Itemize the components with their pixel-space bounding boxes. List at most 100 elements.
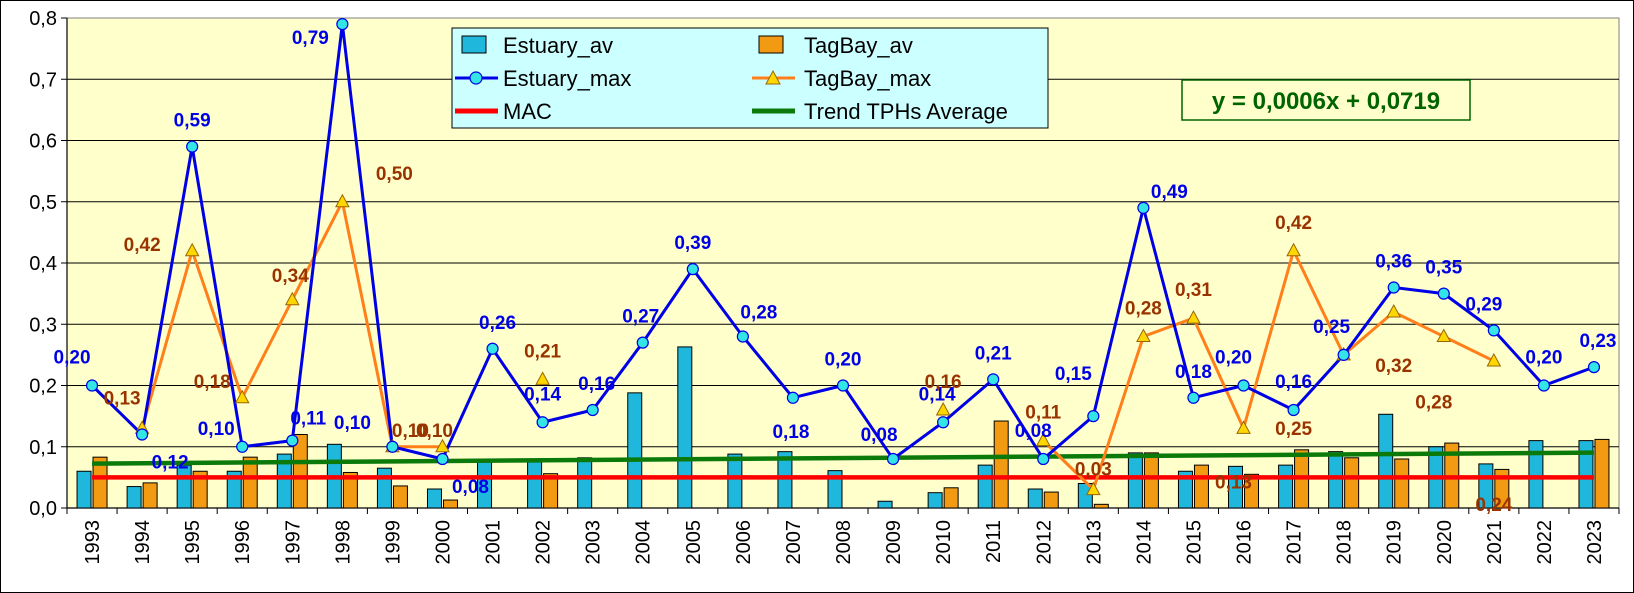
bar-tagbay-av — [392, 485, 408, 509]
estuary-max-marker — [636, 336, 649, 349]
data-label-estuary-max: 0,28 — [740, 303, 777, 324]
estuary-max-marker — [386, 440, 399, 453]
estuary-max-marker — [1287, 403, 1300, 417]
bar-estuary-av — [1528, 440, 1544, 509]
bar-tagbay-av — [192, 470, 208, 509]
data-label-tagbay-max: 0,42 — [124, 235, 161, 256]
data-label-estuary-max: 0,20 — [54, 348, 91, 369]
bar-estuary-av — [777, 451, 793, 509]
estuary-max-marker — [1187, 391, 1200, 404]
x-tick-label: 2010 — [933, 520, 955, 565]
bar-tagbay-av — [1193, 464, 1209, 509]
x-tick-label: 2017 — [1284, 520, 1306, 565]
estuary-max-marker — [1437, 287, 1450, 300]
x-tick-label: 2008 — [833, 520, 855, 565]
y-tick-label: 0,7 — [29, 69, 57, 91]
bar-tagbay-av — [342, 471, 358, 509]
legend-label-tagbay-max: TagBay_max — [804, 66, 931, 91]
data-label-estuary-max: 0,08 — [452, 477, 489, 498]
estuary-max-marker — [1137, 201, 1150, 214]
y-tick-label: 0,6 — [29, 131, 57, 153]
data-label-estuary-max: 0,35 — [1425, 258, 1462, 279]
data-label-tagbay-max: 0,21 — [524, 341, 561, 362]
data-label-estuary-max: 0,12 — [152, 453, 189, 474]
data-label-estuary-max: 0,29 — [1465, 294, 1502, 315]
estuary-max-marker — [686, 263, 699, 276]
legend-label-tagbay-av: TagBay_av — [804, 33, 913, 58]
x-tick-label: 2004 — [633, 520, 655, 565]
estuary-max-marker — [1387, 281, 1400, 294]
bar-tagbay-av — [292, 434, 308, 509]
legend-label-trend: Trend TPHs Average — [804, 99, 1008, 124]
bar-tagbay-av — [1344, 457, 1360, 509]
bar-estuary-av — [1177, 470, 1193, 509]
bar-estuary-av — [126, 486, 142, 509]
bar-estuary-av — [1127, 452, 1143, 509]
x-tick-label: 1993 — [82, 520, 104, 565]
data-label-estuary-max: 0,20 — [1215, 348, 1252, 369]
estuary-max-marker — [1537, 379, 1551, 392]
bar-tagbay-av — [1244, 473, 1260, 509]
estuary-max-marker — [536, 416, 549, 429]
legend-swatch-tagbay-av — [758, 35, 784, 54]
estuary-max-marker — [85, 379, 99, 392]
data-label-estuary-max: 0,59 — [174, 111, 211, 132]
data-label-tagbay-max: 0,34 — [272, 266, 309, 287]
estuary-max-marker — [987, 373, 1000, 386]
data-label-estuary-max: 0,08 — [1015, 421, 1052, 442]
data-label-estuary-max: 0,08 — [861, 425, 898, 446]
tagbay-max-marker — [335, 193, 350, 208]
tagbay-max-line — [1042, 246, 1495, 493]
bar-estuary-av — [527, 461, 543, 509]
tagbay-max-marker — [1085, 481, 1101, 496]
series-lines — [85, 18, 1601, 496]
estuary-max-marker — [1337, 348, 1350, 361]
bar-tagbay-av — [242, 456, 258, 509]
data-label-tagbay-max: 0,16 — [925, 372, 962, 393]
data-label-estuary-max: 0,10 — [198, 419, 235, 440]
x-tick-label: 1994 — [132, 520, 154, 565]
data-label-estuary-max: 0,27 — [622, 307, 659, 328]
x-tick-label: 2006 — [733, 520, 755, 565]
x-tick-label: 2015 — [1183, 520, 1205, 565]
estuary-max-marker — [586, 403, 599, 417]
bar-tagbay-av — [993, 420, 1009, 509]
bar-estuary-av — [376, 467, 392, 509]
estuary-max-marker — [836, 379, 850, 392]
tagbay-max-marker — [184, 242, 200, 257]
bar-estuary-av — [827, 470, 843, 509]
bar-estuary-av — [877, 500, 893, 509]
estuary-max-marker — [486, 342, 499, 355]
trend-line — [92, 450, 1594, 466]
bar-estuary-av — [1578, 440, 1594, 509]
data-labels: 0,20 0,12 0,59 0,10 0,11 0,79 0,10 0,08 0,26 0,14… — [54, 28, 1617, 516]
bar-estuary-av — [577, 457, 593, 509]
data-label-tagbay-max: 0,32 — [1375, 356, 1412, 377]
tagbay-max-marker — [1286, 242, 1301, 257]
tagbay-max-marker — [234, 389, 250, 404]
data-label-estuary-max: 0,16 — [1275, 372, 1312, 393]
x-tick-label: 1996 — [232, 520, 254, 565]
estuary-max-marker — [436, 452, 449, 466]
estuary-max-marker — [236, 440, 249, 453]
data-label-tagbay-max: 0,13 — [104, 388, 141, 409]
bar-tagbay-av — [1143, 452, 1159, 509]
x-tick-label: 1995 — [182, 520, 204, 565]
x-tick-label: 2005 — [683, 520, 705, 565]
bar-tagbay-av — [92, 456, 108, 509]
data-label-estuary-max: 0,18 — [772, 422, 809, 443]
data-label-estuary-max: 0,14 — [919, 384, 956, 405]
bar-estuary-av — [226, 470, 242, 509]
estuary-max-marker — [886, 452, 900, 466]
estuary-max-marker — [1487, 324, 1500, 337]
data-label-estuary-max: 0,15 — [1055, 364, 1092, 385]
estuary-max-marker — [1237, 379, 1250, 392]
legend-label-estuary-max: Estuary_max — [503, 66, 631, 91]
data-label-estuary-max: 0,21 — [975, 343, 1012, 364]
data-label-estuary-max: 0,16 — [578, 374, 615, 395]
data-label-tagbay-max: 0,10 — [392, 421, 429, 442]
x-tick-label: 2016 — [1234, 520, 1256, 565]
x-tick-label: 1999 — [382, 520, 404, 565]
estuary-max-marker — [135, 428, 149, 441]
bar-estuary-av — [727, 453, 743, 509]
